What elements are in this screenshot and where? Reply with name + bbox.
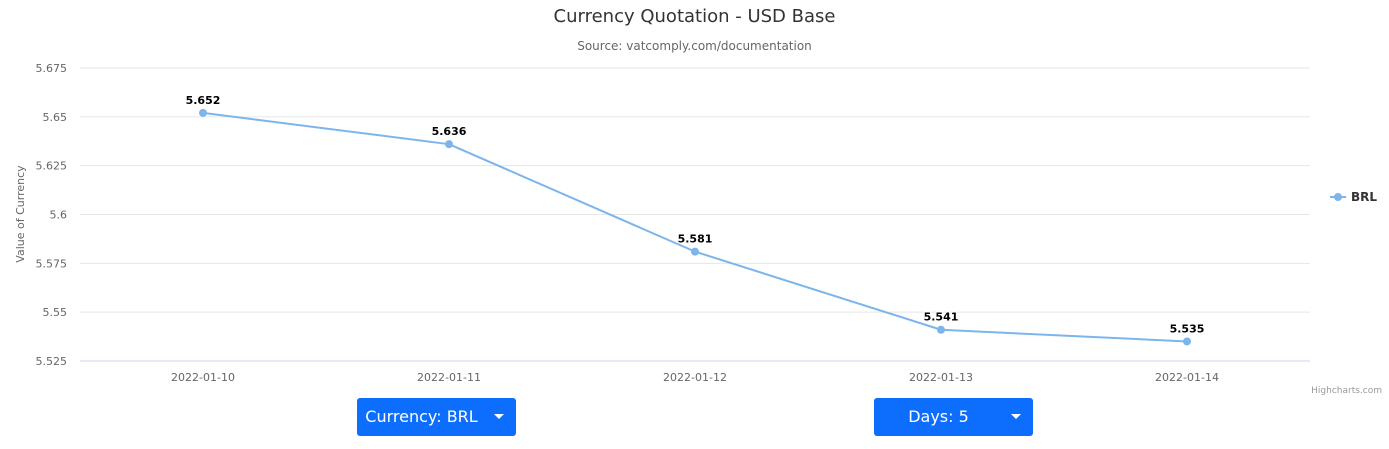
y-axis-ticks: 5.525 5.55 5.575 5.6 5.625 5.65 5.675 [36, 62, 68, 368]
legend-item-brl[interactable]: BRL [1351, 190, 1377, 204]
data-label: 5.541 [924, 311, 959, 324]
x-tick-label: 2022-01-12 [663, 371, 727, 384]
data-label: 5.652 [186, 94, 221, 107]
y-tick-label: 5.65 [43, 111, 68, 124]
data-point[interactable] [445, 140, 453, 149]
y-axis-title: Value of Currency [14, 165, 27, 263]
data-point[interactable] [199, 108, 207, 117]
y-tick-label: 5.55 [43, 306, 68, 319]
x-axis-ticks: 2022-01-10 2022-01-11 2022-01-12 2022-01-13… [171, 371, 1219, 384]
line-chart: Currency Quotation - USD Base Source: va… [14, 6, 1382, 396]
chart-container: Currency Quotation - USD Base Source: va… [14, 6, 1382, 396]
data-label: 5.535 [1170, 322, 1205, 335]
chart-subtitle: Source: vatcomply.com/documentation [577, 39, 812, 53]
series-line-brl [202, 111, 1188, 343]
credits-link[interactable]: Highcharts.com [1311, 386, 1382, 396]
days-dropdown-button[interactable]: Days: 5 [874, 398, 1033, 436]
grid-lines [80, 67, 1310, 313]
caret-down-icon [494, 414, 504, 419]
legend[interactable]: BRL [1330, 190, 1377, 204]
currency-dropdown-button[interactable]: Currency: BRL [357, 398, 516, 436]
legend-symbol-marker [1334, 193, 1342, 201]
currency-dropdown-label: Currency: BRL [365, 407, 478, 426]
y-tick-label: 5.575 [36, 257, 68, 270]
y-tick-label: 5.525 [36, 355, 68, 368]
x-tick-label: 2022-01-14 [1155, 371, 1219, 384]
caret-down-icon [1011, 414, 1021, 419]
y-tick-label: 5.6 [50, 209, 68, 222]
x-tick-label: 2022-01-13 [909, 371, 973, 384]
series-layer [199, 108, 1191, 346]
x-tick-label: 2022-01-10 [171, 371, 235, 384]
data-point[interactable] [937, 325, 945, 334]
data-label: 5.636 [432, 125, 467, 138]
data-labels: 5.652 5.636 5.581 5.541 5.535 [185, 93, 1206, 337]
days-dropdown-label: Days: 5 [908, 407, 969, 426]
chart-title: Currency Quotation - USD Base [554, 6, 836, 27]
y-tick-label: 5.675 [36, 62, 68, 75]
y-tick-label: 5.625 [36, 160, 68, 173]
data-point[interactable] [1183, 337, 1191, 346]
data-point[interactable] [691, 247, 699, 256]
x-tick-label: 2022-01-11 [417, 371, 481, 384]
data-label: 5.581 [678, 233, 713, 246]
